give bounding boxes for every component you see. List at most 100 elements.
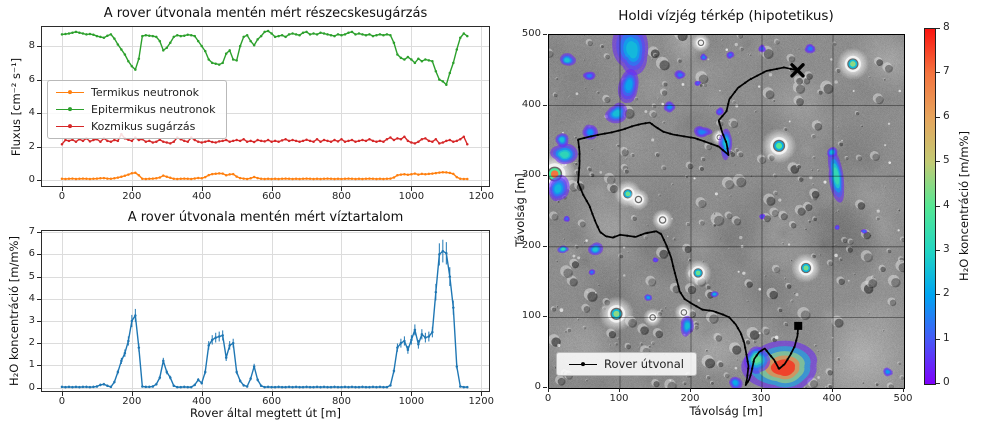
tick-mark <box>131 392 133 396</box>
cosmic-radiation-line-icon <box>56 124 84 129</box>
tick-label: 4 <box>28 107 35 119</box>
tick-label: 0 <box>58 191 66 202</box>
colorbar-tick-label: 6 <box>943 109 950 122</box>
lunar-surface-map <box>548 34 905 389</box>
colorbar-tick-label: 4 <box>943 198 950 211</box>
tick-label: 1000 <box>398 191 425 202</box>
colorbar-tick-label: 3 <box>943 242 950 255</box>
tick-label: 200 <box>680 393 700 404</box>
tick-label: 2 <box>28 140 35 152</box>
tick-mark <box>619 388 620 392</box>
tick-label: 5 <box>28 270 35 282</box>
colorbar-tick-label: 7 <box>943 65 950 78</box>
legend-label: Termikus neutronok <box>91 86 200 99</box>
tick-label: 200 <box>122 396 142 407</box>
tick-mark <box>548 388 549 392</box>
tick-mark <box>936 249 940 251</box>
tick-label: 100 <box>609 393 629 404</box>
tick-mark <box>936 294 940 296</box>
tick-mark <box>37 113 41 115</box>
tick-mark <box>543 175 547 177</box>
tick-label: 1000 <box>398 396 425 407</box>
tick-mark <box>543 316 547 318</box>
tick-label: 600 <box>262 191 282 202</box>
tick-mark <box>936 205 940 207</box>
tick-mark <box>61 187 63 191</box>
tick-mark <box>37 46 41 48</box>
tick-mark <box>37 320 41 322</box>
tick-mark <box>481 187 483 191</box>
tick-label: 200 <box>521 239 541 251</box>
tick-mark <box>37 180 41 182</box>
tick-mark <box>543 104 547 106</box>
tick-mark <box>37 79 41 81</box>
tick-label: 0 <box>28 381 35 393</box>
colorbar <box>924 28 936 385</box>
water-plot-area <box>41 230 490 392</box>
tick-mark <box>271 187 273 191</box>
tick-mark <box>936 338 940 340</box>
tick-label: 800 <box>331 191 352 202</box>
tick-mark <box>131 187 133 191</box>
tick-label: 400 <box>822 393 842 404</box>
tick-mark <box>543 34 547 35</box>
tick-label: 6 <box>28 73 35 85</box>
legend-item-cosmic-radiation: Kozmikus sugárzás <box>56 120 216 133</box>
radiation-chart-title: A rover útvonala mentén mért részecskesu… <box>103 6 428 21</box>
tick-label: 6 <box>28 248 35 260</box>
tick-label: 1 <box>28 359 35 371</box>
water-x-axis-label: Rover által megtett út [m] <box>190 406 341 420</box>
tick-label: 300 <box>521 169 541 181</box>
tick-label: 1200 <box>468 396 494 407</box>
tick-label: 1200 <box>468 191 494 202</box>
legend-item-thermal-neutrons: Termikus neutronok <box>56 86 216 99</box>
tick-label: 300 <box>751 393 771 404</box>
tick-mark <box>37 298 41 300</box>
legend-label: Kozmikus sugárzás <box>91 120 196 133</box>
tick-label: 500 <box>521 28 541 39</box>
tick-mark <box>37 254 41 256</box>
colorbar-tick-label: 1 <box>943 331 950 344</box>
thermal-neutrons-line-icon <box>56 90 84 95</box>
tick-mark <box>936 28 940 29</box>
map-legend: Rover útvonal <box>556 352 697 376</box>
tick-mark <box>543 387 547 388</box>
tick-mark <box>936 72 940 74</box>
tick-mark <box>936 116 940 118</box>
epithermal-neutrons-line-icon <box>56 107 84 112</box>
map-title: Holdi vízjég térkép (hipotetikus) <box>618 8 834 24</box>
tick-label: 4 <box>28 292 35 304</box>
tick-mark <box>61 392 63 396</box>
tick-mark <box>201 392 203 396</box>
tick-mark <box>936 383 940 384</box>
tick-mark <box>411 187 413 191</box>
tick-mark <box>37 232 41 234</box>
tick-mark <box>761 388 762 392</box>
colorbar-label: H₂O koncentráció [m/m%] <box>957 131 971 281</box>
legend-label: Epitermikus neutronok <box>91 103 216 116</box>
tick-mark <box>37 146 41 148</box>
colorbar-tick-label: 0 <box>943 376 950 388</box>
tick-label: 400 <box>192 396 212 407</box>
tick-label: 0 <box>534 381 541 392</box>
tick-label: 500 <box>893 393 913 404</box>
rover-path-line-icon <box>569 361 597 366</box>
tick-label: 400 <box>192 191 212 202</box>
tick-mark <box>832 388 833 392</box>
colorbar-tick-label: 8 <box>943 21 950 33</box>
tick-mark <box>201 187 203 191</box>
tick-label: 0 <box>28 174 35 186</box>
colorbar-tick-label: 2 <box>943 287 950 300</box>
tick-label: 8 <box>28 40 35 52</box>
tick-label: 200 <box>122 191 142 202</box>
tick-mark <box>37 387 41 389</box>
tick-mark <box>37 276 41 278</box>
tick-label: 0 <box>544 393 552 404</box>
legend-item-epithermal-neutrons: Epitermikus neutronok <box>56 103 216 116</box>
tick-mark <box>903 388 904 392</box>
colorbar-tick-label: 5 <box>943 154 950 167</box>
tick-mark <box>936 161 940 163</box>
tick-mark <box>411 392 413 396</box>
tick-label: 600 <box>262 396 282 407</box>
